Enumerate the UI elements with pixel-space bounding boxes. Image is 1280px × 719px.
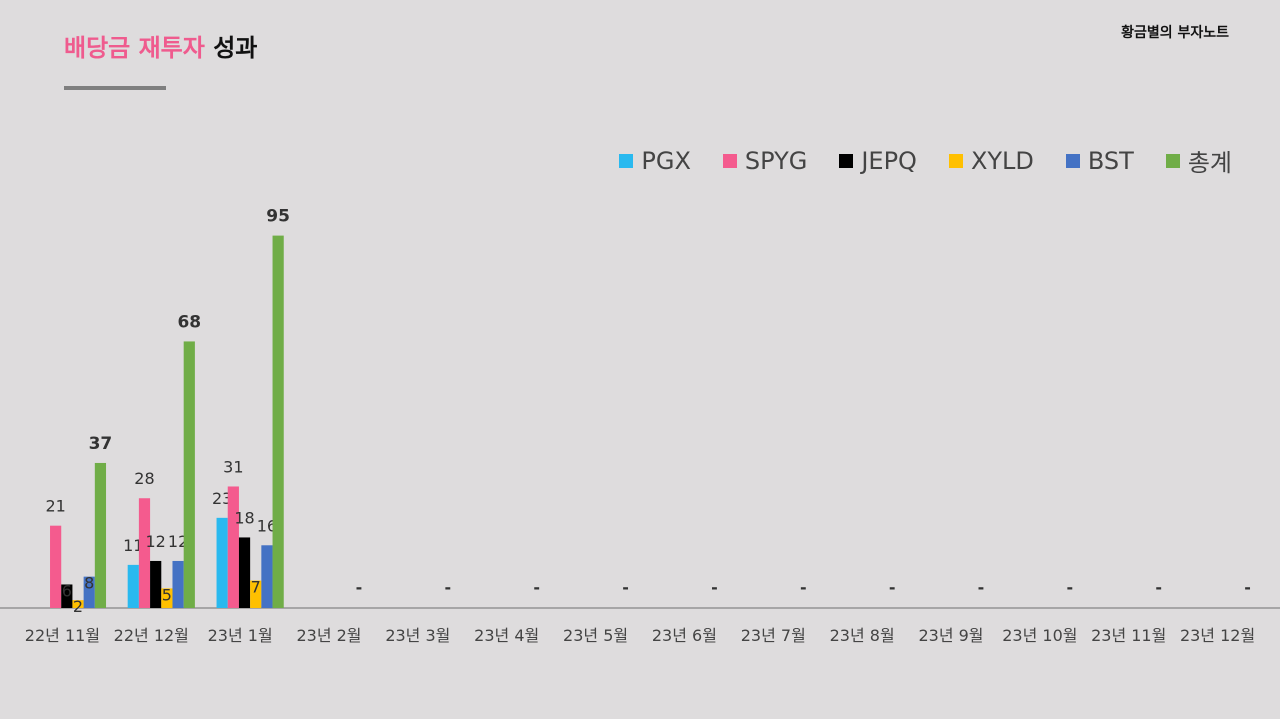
bar-2 xyxy=(238,537,251,608)
data-label: 21 xyxy=(45,497,65,516)
data-label: 8 xyxy=(84,574,94,593)
bar-3 xyxy=(72,600,84,608)
data-label: 5 xyxy=(162,585,172,604)
x-tick-label: 23년 8월 xyxy=(830,626,895,645)
legend-label: 총계 xyxy=(1187,149,1232,177)
legend-label: JEPQ xyxy=(861,146,917,175)
data-label: 7 xyxy=(251,578,261,597)
empty-value-label: - xyxy=(1067,578,1074,597)
x-tick-label: 23년 7월 xyxy=(741,626,806,645)
legend-swatch xyxy=(839,153,854,168)
x-tick-label: 23년 10월 xyxy=(1002,626,1077,645)
empty-value-label: - xyxy=(533,578,540,597)
data-label: 16 xyxy=(257,516,277,535)
data-label: 31 xyxy=(223,457,243,476)
data-label: 11 xyxy=(123,536,143,555)
legend-swatch xyxy=(619,153,634,168)
legend-swatch xyxy=(722,153,737,168)
legend-label: BST xyxy=(1087,146,1134,175)
legend-label: PGX xyxy=(641,146,691,175)
legend-swatch xyxy=(948,153,963,168)
x-tick-label: 23년 12월 xyxy=(1180,626,1255,645)
title-highlight: 배당금 재투자 xyxy=(64,34,205,62)
title-underline xyxy=(64,86,166,90)
x-tick-label: 23년 9월 xyxy=(918,626,983,645)
x-tick-label: 23년 1월 xyxy=(208,626,273,645)
brand-text: 황금별의 부자노트 xyxy=(1121,25,1229,41)
bar-2 xyxy=(61,584,73,608)
x-tick-label: 23년 6월 xyxy=(652,626,717,645)
data-label: 37 xyxy=(89,434,113,454)
data-label: 95 xyxy=(266,207,290,227)
bar-2 xyxy=(150,560,162,608)
bar-3 xyxy=(250,580,262,608)
data-label: 12 xyxy=(168,532,188,551)
legend-label: SPYG xyxy=(744,146,808,175)
legend-item-2: JEPQ xyxy=(839,147,917,175)
data-label: 2 xyxy=(73,597,83,616)
chart-legend: PGX SPYG JEPQ XYLD BST 총계 xyxy=(619,143,1232,178)
legend-item-5: 총계 xyxy=(1165,143,1232,178)
data-label: 6 xyxy=(62,581,72,600)
bar-1 xyxy=(50,525,62,608)
empty-value-label: - xyxy=(800,578,807,597)
bar-0 xyxy=(216,517,228,608)
x-tick-label: 23년 11월 xyxy=(1091,626,1166,645)
empty-value-label: - xyxy=(445,578,452,597)
bar-0 xyxy=(127,564,139,608)
legend-item-3: XYLD xyxy=(948,146,1034,175)
x-tick-label: 23년 5월 xyxy=(563,626,628,645)
bar-4 xyxy=(261,545,273,608)
data-label: 28 xyxy=(134,469,154,488)
legend-swatch xyxy=(1165,153,1180,168)
empty-value-label: - xyxy=(1244,578,1251,597)
page-title: 배당금 재투자 성과 xyxy=(64,28,257,63)
bar-5 xyxy=(183,341,195,608)
empty-value-label: - xyxy=(889,578,896,597)
data-label: 12 xyxy=(146,532,166,551)
legend-swatch xyxy=(1065,153,1080,168)
empty-value-label: - xyxy=(711,578,718,597)
x-tick-label: 23년 2월 xyxy=(296,626,361,645)
data-label: 18 xyxy=(234,508,254,527)
bar-4 xyxy=(83,576,95,608)
data-label: 23 xyxy=(212,489,232,508)
legend-item-0: PGX xyxy=(619,147,691,175)
legend-item-1: SPYG xyxy=(722,146,808,175)
bar-4 xyxy=(172,560,184,608)
bar-1 xyxy=(138,498,151,608)
bar-5 xyxy=(94,462,107,608)
bar-3 xyxy=(161,588,173,608)
bar-5 xyxy=(272,235,284,608)
x-tick-label: 22년 12월 xyxy=(114,626,189,645)
empty-value-label: - xyxy=(622,578,629,597)
x-tick-label: 23년 3월 xyxy=(385,626,450,645)
data-label: 68 xyxy=(177,312,201,332)
x-tick-label: 23년 4월 xyxy=(474,626,539,645)
empty-value-label: - xyxy=(978,578,985,597)
legend-label: XYLD xyxy=(970,146,1034,175)
empty-value-label: - xyxy=(356,578,363,597)
empty-value-label: - xyxy=(1155,578,1162,597)
bar-1 xyxy=(227,486,239,608)
x-tick-label: 22년 11월 xyxy=(25,626,100,645)
title-rest: 성과 xyxy=(213,34,258,62)
legend-item-4: BST xyxy=(1065,146,1134,175)
